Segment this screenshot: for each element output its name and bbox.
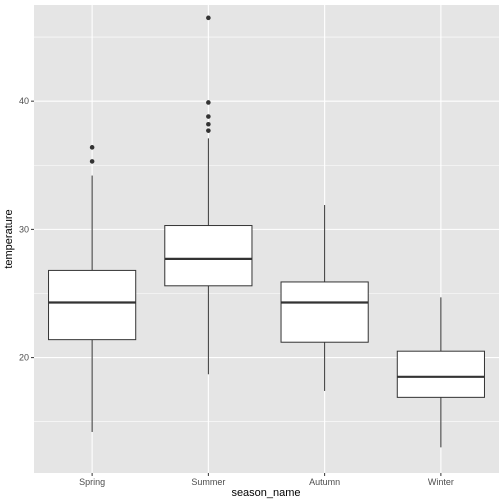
x-tick-label: Spring: [79, 477, 105, 487]
box-iqr: [280, 281, 369, 343]
x-tick-label: Autumn: [309, 477, 340, 487]
outlier-point: [206, 100, 211, 105]
x-axis-title: season_name: [231, 487, 300, 499]
plot-panel: [34, 5, 499, 473]
box-winter: [396, 297, 485, 448]
box-iqr: [48, 269, 137, 341]
outlier-point: [89, 159, 95, 164]
outlier-point: [206, 114, 211, 119]
boxes-layer: [48, 15, 485, 448]
box-summer: [164, 15, 253, 375]
y-axis-ticks: 20 30 40: [19, 96, 34, 363]
y-tick-label: 20: [19, 353, 29, 363]
y-tick-label: 40: [19, 96, 29, 106]
x-tick-label: Summer: [191, 477, 225, 487]
outlier-point: [206, 15, 211, 21]
x-tick-label: Winter: [428, 477, 454, 487]
x-axis-ticks: Spring Summer Autumn Winter: [79, 473, 454, 487]
outlier-point: [206, 128, 211, 133]
box-iqr: [396, 350, 485, 398]
box-iqr: [164, 225, 253, 287]
outlier-point: [89, 145, 95, 150]
box-autumn: [280, 205, 369, 391]
box-spring: [48, 145, 137, 432]
y-axis-title: temperature: [3, 209, 15, 268]
outlier-point: [206, 121, 211, 127]
y-tick-label: 30: [19, 224, 29, 234]
